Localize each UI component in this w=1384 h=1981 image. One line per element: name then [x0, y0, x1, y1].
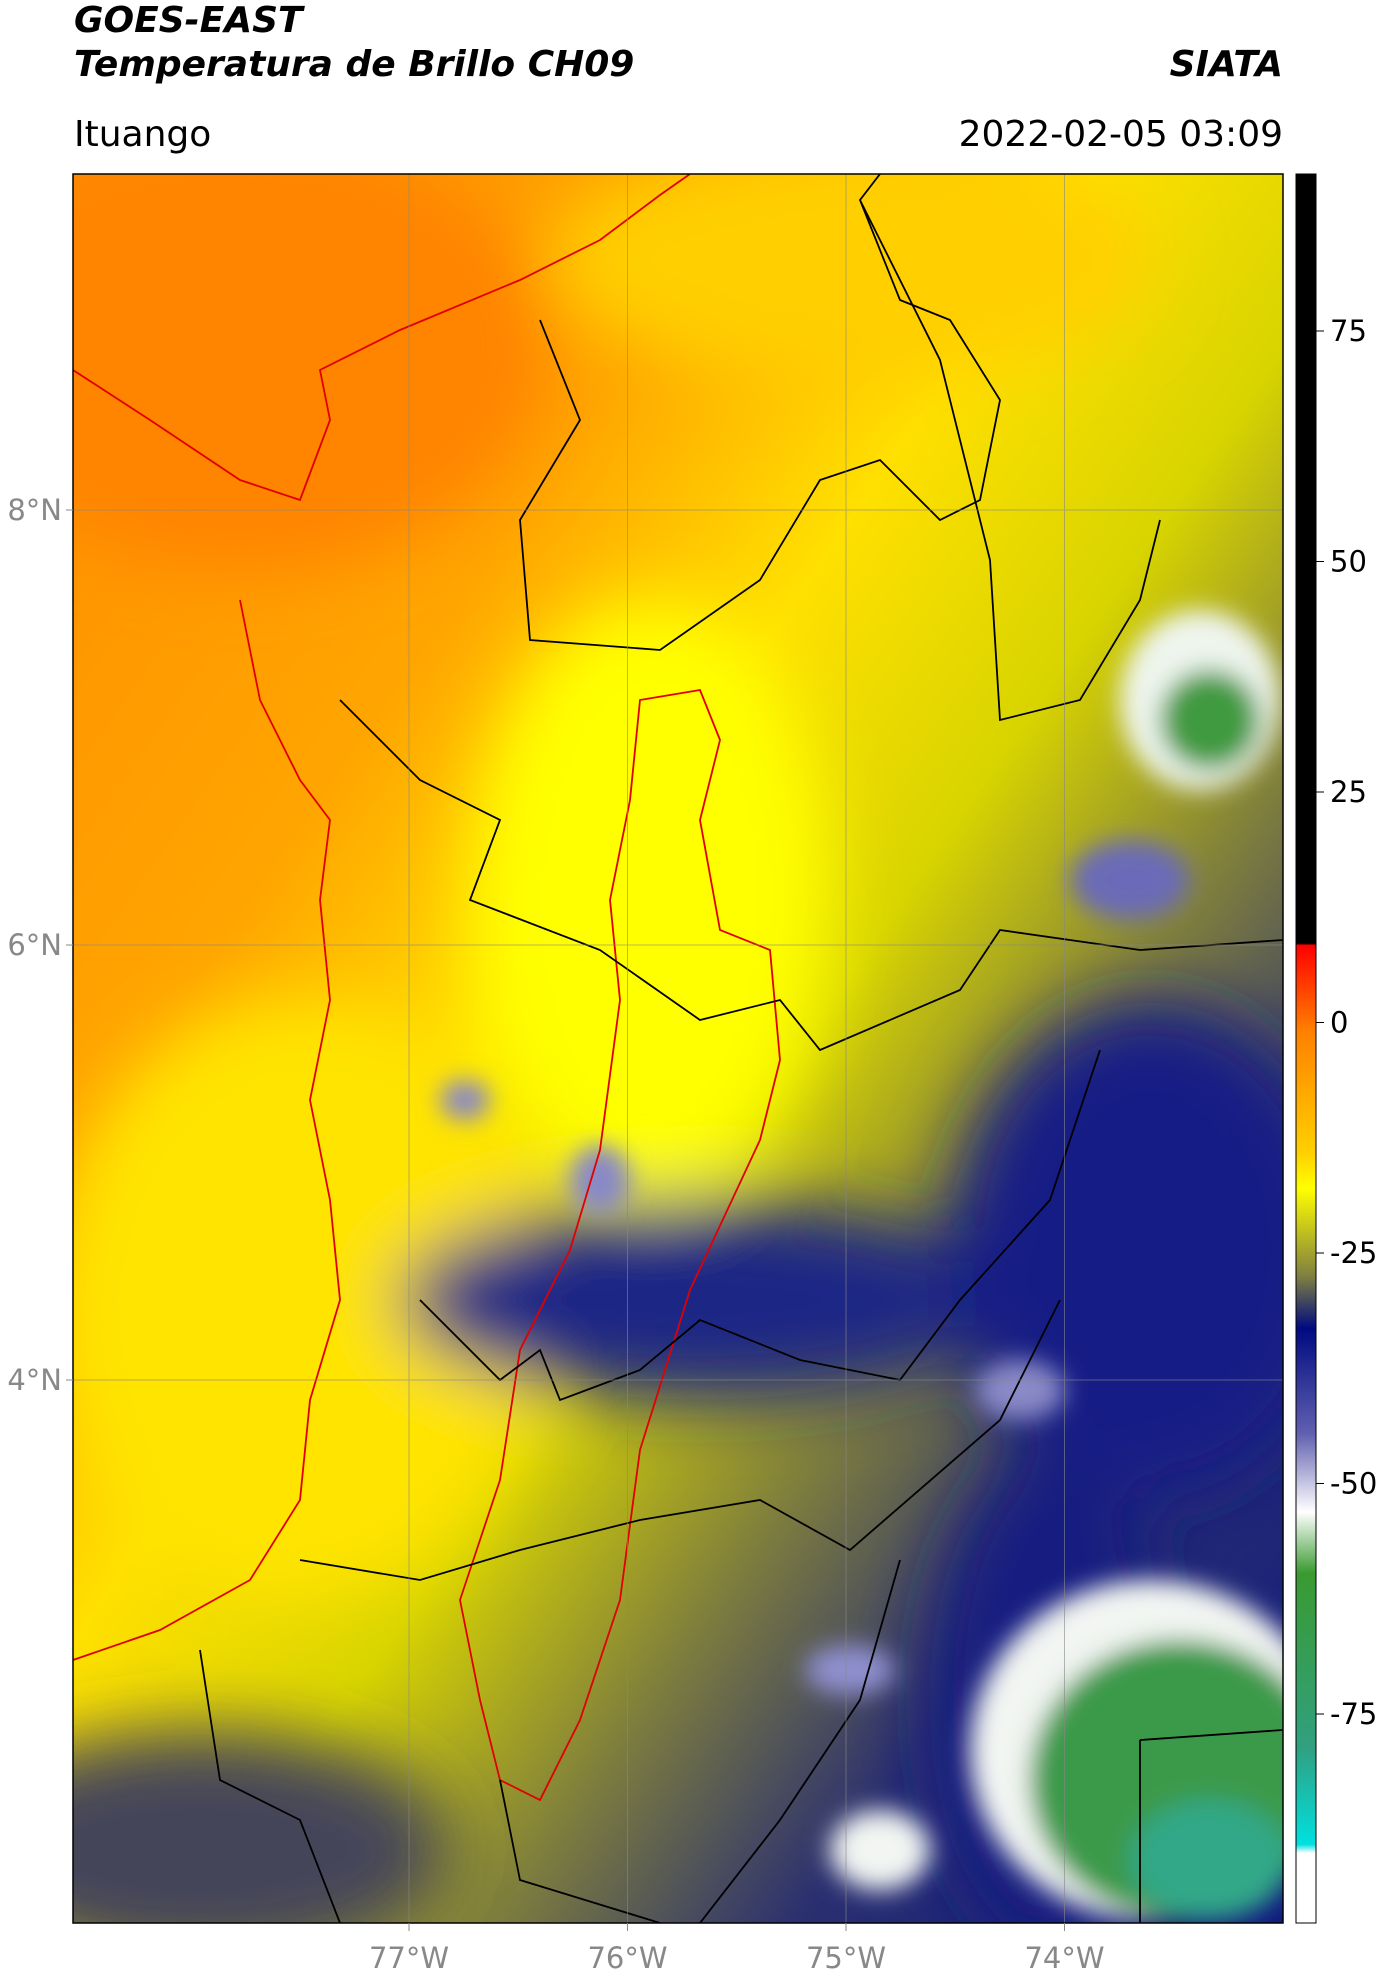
graticule [73, 174, 1283, 1923]
map-frame [72, 173, 1284, 1924]
colorbar-label: 75 [1330, 314, 1367, 348]
colorbar-label: 0 [1330, 1006, 1348, 1040]
colorbar-label: -25 [1330, 1236, 1377, 1270]
boundaries [73, 174, 1283, 1923]
lon-label: 74°W [1024, 1941, 1104, 1975]
location: Ituango [74, 114, 212, 155]
lat-label: 6°N [7, 928, 62, 962]
source: SIATA [1169, 44, 1283, 85]
lon-label: 76°W [587, 1941, 667, 1975]
datetime: 2022-02-05 03:09 [958, 114, 1283, 155]
lon-label: 77°W [369, 1941, 449, 1975]
title: GOES-EAST [74, 0, 303, 41]
lon-label: 75°W [806, 1941, 886, 1975]
colorbar [1295, 173, 1317, 1924]
colorbar-label: -50 [1330, 1467, 1377, 1501]
lat-label: 4°N [7, 1363, 62, 1397]
lat-label: 8°N [7, 493, 62, 527]
map [73, 174, 1283, 1923]
subtitle: Temperatura de Brillo CH09 [74, 44, 635, 85]
colorbar-label: -75 [1330, 1697, 1377, 1731]
colorbar-label: 25 [1330, 775, 1367, 809]
colorbar-label: 50 [1330, 545, 1367, 579]
